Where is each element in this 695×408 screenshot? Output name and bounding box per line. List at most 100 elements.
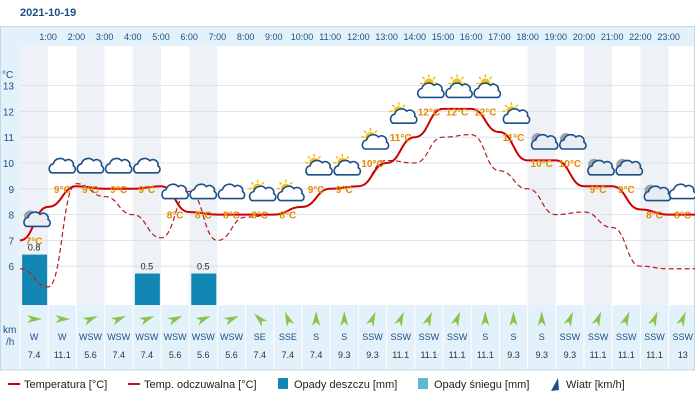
partly-sunny-icon [276, 179, 305, 202]
temp-label: 8°C [223, 211, 240, 222]
wind-arrow-icon [167, 315, 183, 326]
cloudy-icon [161, 183, 189, 200]
wind-speed: 9.3 [535, 350, 548, 360]
hour-label: 2:00 [68, 32, 86, 42]
hour-label: 17:00 [488, 32, 511, 42]
wind-arrow-icon [563, 311, 573, 327]
partly-cloudy-night-icon [615, 158, 644, 176]
wind-speed: 11.1 [477, 350, 494, 360]
hour-label: 19:00 [545, 32, 568, 42]
wind-axis-label-h: /h [6, 337, 14, 348]
rain-label: 0.8 [28, 243, 41, 253]
temp-label: 12°C [418, 107, 440, 118]
hour-label: 11:00 [319, 32, 341, 42]
hour-label: 23:00 [657, 32, 680, 42]
temp-label: 8°C [280, 211, 297, 222]
cloudy-icon [189, 183, 218, 200]
cloud-shape [559, 133, 587, 150]
temp-label: 10°C [531, 159, 553, 170]
cloud-shape [445, 82, 473, 99]
wind-arrow-icon [619, 311, 630, 327]
hour-label: 9:00 [265, 32, 283, 42]
temp-label: 12°C [446, 107, 468, 118]
wind-direction: SSW [419, 332, 440, 342]
wind-arrow-icon [481, 311, 490, 326]
wind-speed: 11.1 [420, 350, 437, 360]
hour-column [640, 46, 669, 305]
partly-sunny-icon [361, 128, 390, 150]
cloud-shape [530, 133, 559, 150]
wind-speed: 5.6 [197, 350, 210, 360]
hour-label: 1:00 [39, 32, 57, 42]
cloudy-icon [668, 183, 695, 200]
hour-column [668, 46, 695, 305]
hour-label: 21:00 [601, 32, 624, 42]
wind-direction: SSW [362, 332, 383, 342]
partly-sunny-icon [333, 153, 362, 176]
temp-label: 9°C [308, 185, 325, 196]
hour-label: 3:00 [96, 32, 114, 42]
partly-sunny-icon [248, 179, 277, 202]
wind-speed: 7.4 [112, 350, 125, 360]
wind-speed: 7.4 [141, 350, 154, 360]
temp-label: 10°C [361, 159, 383, 170]
temp-label: 8°C [251, 211, 268, 222]
y-tick-label: 8 [8, 211, 14, 222]
cloud-shape [217, 183, 246, 200]
wind-speed: 11.1 [646, 350, 663, 360]
sun-ray [432, 76, 436, 80]
temp-label: 9°C [336, 185, 353, 196]
sun-ray [402, 104, 406, 108]
partly-sunny-icon [305, 153, 333, 176]
cloud-shape [189, 183, 218, 200]
sunny-cloudy-icon [445, 74, 473, 99]
cloud-shape [587, 159, 615, 176]
legend-snow-swatch [418, 378, 428, 389]
partly-sunny-icon [502, 102, 531, 124]
weather-icons: 7°C 9°C 9°C 9°C 9°C 8°C 8°C 8°C 8°C 8°C 9°C 9°C 10°C… [23, 74, 695, 247]
wind-direction: WSW [79, 332, 102, 342]
legend-snow-label: Opady śniegu [mm] [434, 379, 529, 391]
cloud-shape [133, 157, 161, 174]
hour-label: 14:00 [404, 32, 427, 42]
temp-label: 11°C [503, 133, 525, 144]
wind-speed: 9.3 [507, 350, 520, 360]
hour-label: 18:00 [516, 32, 539, 42]
wind-speed: 11.1 [590, 350, 607, 360]
wind-arrow-icon [55, 315, 71, 323]
temperature-line [19, 107, 695, 242]
sun-ray [391, 104, 395, 108]
sun-ray [279, 181, 283, 185]
legend-temperature-label: Temperatura [°C] [24, 379, 107, 391]
hour-column [132, 46, 161, 305]
y-tick-label: 9 [8, 185, 14, 196]
rain-bar [22, 254, 48, 305]
sun-ray [504, 104, 508, 108]
temp-label: 9°C [54, 185, 71, 196]
wind-speed: 11.1 [618, 350, 635, 360]
sun-ray [289, 181, 293, 185]
legend-rain-swatch [278, 378, 288, 389]
hour-label: 12:00 [347, 32, 370, 42]
cloudy-icon [104, 157, 133, 174]
wind-direction: S [510, 332, 516, 342]
hour-column [217, 46, 246, 305]
wind-arrow-icon [394, 311, 404, 327]
cloud-shape [473, 82, 502, 99]
wind-speed: 11.1 [54, 350, 71, 360]
wind-direction: SSW [588, 332, 609, 342]
wind-speed: 7.4 [28, 350, 41, 360]
cloud-shape [76, 157, 105, 174]
hour-column [48, 46, 77, 305]
cloud-shape [104, 157, 133, 174]
wind-arrow-icon [223, 315, 239, 326]
temp-label: 9°C [110, 185, 127, 196]
cloud-shape [361, 133, 390, 150]
wind-speed: 9.3 [338, 350, 351, 360]
wind-axis-label-km: km [3, 325, 16, 336]
legend-wind-label: Wiatr [km/h] [566, 379, 625, 391]
hour-column [104, 46, 133, 305]
wind-direction: S [313, 332, 319, 342]
temp-label: 8°C [674, 211, 691, 222]
